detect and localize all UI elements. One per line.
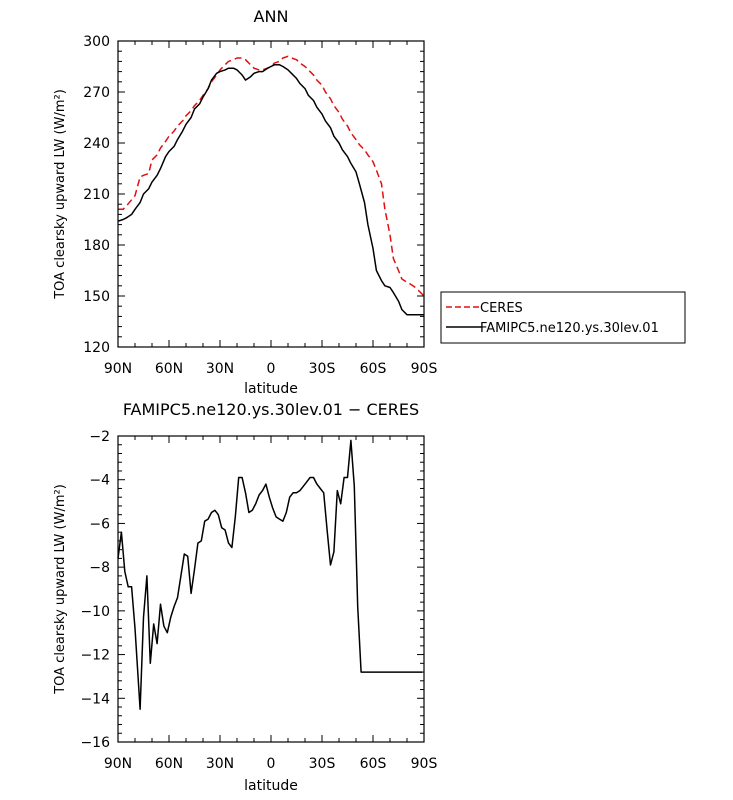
y-tick-label: −12: [80, 648, 110, 664]
panel-bottom-difference: FAMIPC5.ne120.ys.30lev.01 − CERES −16 −14…: [53, 400, 437, 794]
plot-area: [117, 439, 423, 710]
y-tick-label: 240: [83, 136, 110, 152]
y-tick-label: 120: [83, 340, 110, 356]
legend: CERES FAMIPC5.ne120.ys.30lev.01: [440, 291, 686, 344]
legend-box: [440, 291, 686, 344]
y-tick-label: 150: [83, 289, 110, 305]
y-tick-label: 270: [83, 85, 110, 101]
x-tick-label: 90N: [104, 361, 132, 377]
x-tick-label: 0: [267, 361, 276, 377]
plot-frame: [117, 40, 425, 348]
y-tick-label: −4: [89, 473, 110, 489]
x-tick-label: 60S: [360, 756, 387, 772]
x-tick-label: 60N: [155, 361, 183, 377]
series-line-ceres: [118, 55, 425, 297]
y-tick-label: −16: [80, 735, 110, 751]
x-tick-label: 90N: [104, 756, 132, 772]
x-tick-label: 90S: [411, 361, 438, 377]
x-tick-label: 30N: [206, 756, 234, 772]
plot-area: [117, 55, 425, 316]
x-tick-label: 30S: [309, 756, 336, 772]
x-axis-label: latitude: [244, 381, 298, 397]
panel-top-mean-lw: ANN 120 150 180 210 240 270 300 90N 60N 30N 0 30S 6…: [53, 7, 686, 397]
y-tick-label: −14: [80, 691, 110, 707]
y-axis-label: TOA clearsky upward LW (W/m²): [53, 89, 68, 300]
x-tick-label: 0: [267, 756, 276, 772]
x-axis: 90N 60N 30N 0 30S 60S 90S: [104, 41, 438, 377]
x-tick-label: 30S: [309, 361, 336, 377]
x-tick-label: 60S: [360, 361, 387, 377]
series-line-difference: [117, 439, 423, 710]
y-tick-label: −6: [89, 516, 110, 532]
legend-label-model: FAMIPC5.ne120.ys.30lev.01: [480, 321, 659, 336]
y-tick-label: 300: [83, 34, 110, 50]
x-tick-label: 90S: [411, 756, 438, 772]
x-axis: 90N 60N 30N 0 30S 60S 90S: [104, 436, 438, 772]
y-axis-label: TOA clearsky upward LW (W/m²): [53, 484, 68, 695]
y-tick-label: 180: [83, 238, 110, 254]
series-line-famipc5-ne120-ys-30lev-01: [117, 64, 424, 316]
y-axis: −16 −14 −12 −10 −8 −6 −4 −2: [80, 429, 424, 751]
x-tick-label: 60N: [155, 756, 183, 772]
y-tick-label: 210: [83, 187, 110, 203]
x-axis-label: latitude: [244, 778, 298, 794]
chart-title: ANN: [254, 7, 289, 26]
y-tick-label: −10: [80, 604, 110, 620]
y-axis: 120 150 180 210 240 270 300: [83, 34, 424, 356]
chart-title: FAMIPC5.ne120.ys.30lev.01 − CERES: [123, 400, 419, 419]
plot-frame: [117, 435, 425, 743]
y-tick-label: −2: [89, 429, 110, 445]
legend-label-ceres: CERES: [480, 301, 523, 316]
x-tick-label: 30N: [206, 361, 234, 377]
y-tick-label: −8: [89, 560, 110, 576]
